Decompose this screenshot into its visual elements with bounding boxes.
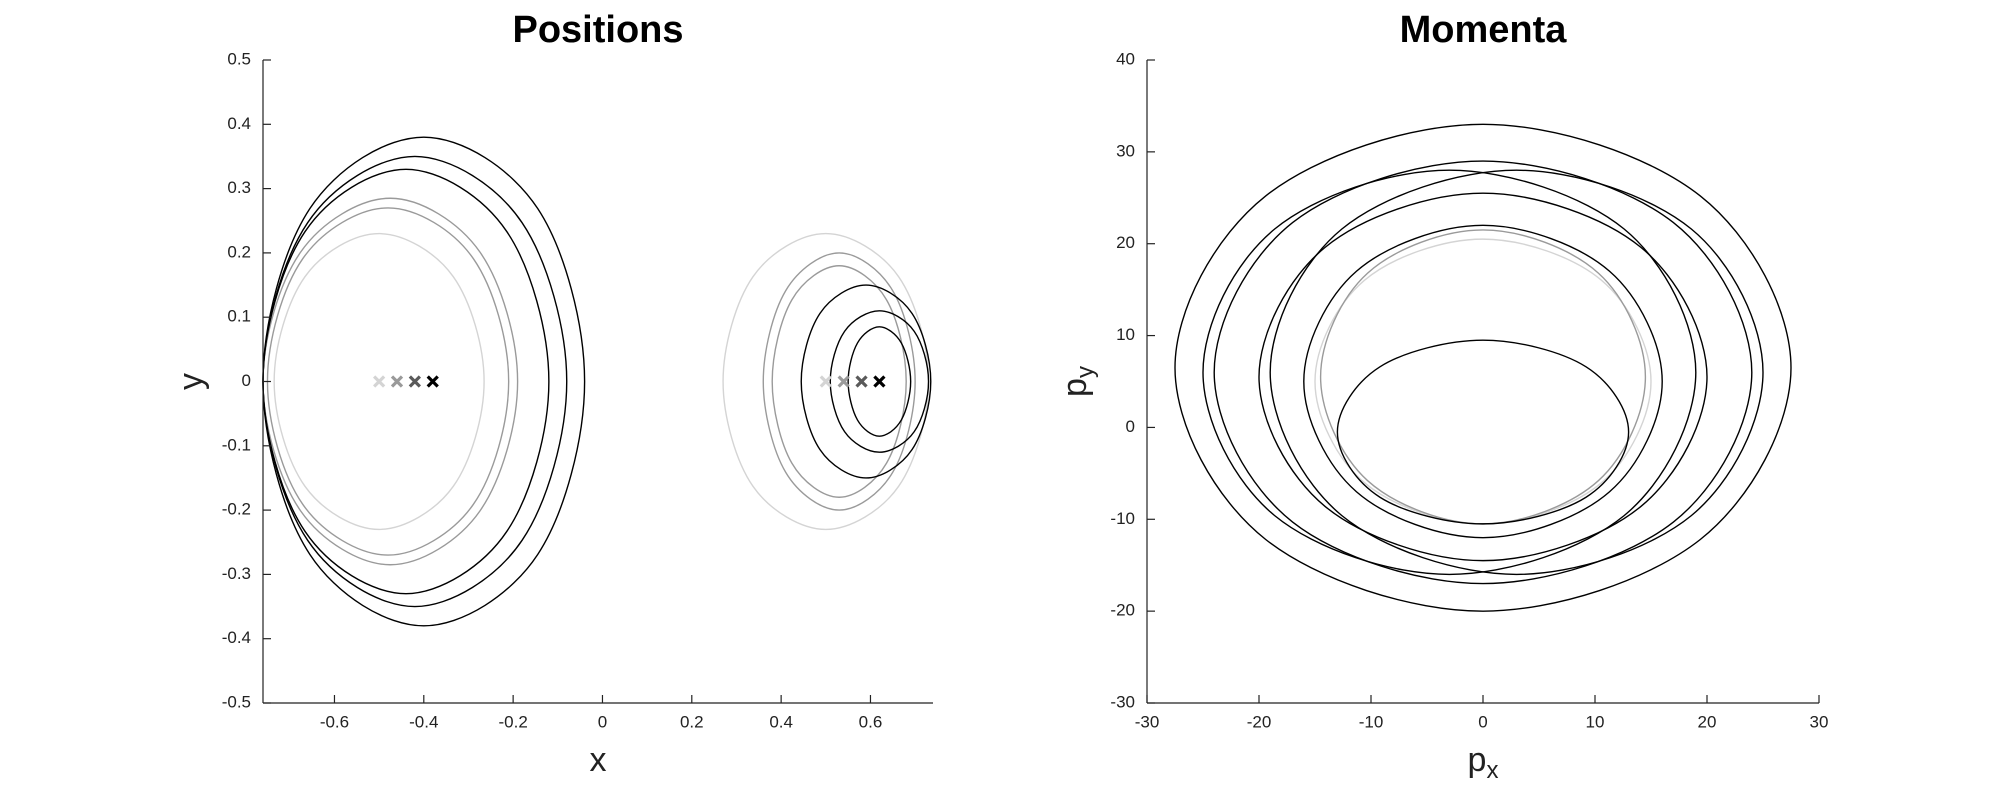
y-tick-label: 20: [1116, 233, 1135, 252]
trajectory: [762, 252, 916, 511]
trajectory: [1174, 123, 1792, 612]
x-tick-label: 0.6: [859, 712, 883, 731]
x-tick-label: 0.4: [769, 712, 793, 731]
y-tick-label: 0: [1126, 417, 1135, 436]
x-tick-label: 30: [1810, 712, 1829, 731]
trajectory: [1303, 224, 1663, 539]
y-tick-label: -0.5: [222, 692, 251, 711]
trajectory: [273, 232, 485, 531]
trajectory: [262, 168, 550, 595]
axis-label: px: [1468, 741, 1499, 784]
position-marker: [819, 375, 832, 388]
trajectory: [1202, 169, 1697, 576]
x-tick-label: -10: [1359, 712, 1384, 731]
position-marker: [873, 375, 886, 388]
plot-area: [1174, 123, 1792, 612]
y-tick-label: 0.1: [227, 307, 251, 326]
position-marker: [408, 375, 421, 388]
x-tick-label: 0: [1478, 712, 1487, 731]
x-tick-label: -30: [1135, 712, 1160, 731]
trajectory: [1258, 192, 1708, 562]
axis-label-base: p: [1468, 741, 1487, 779]
trajectory: [1319, 229, 1647, 525]
x-tick-label: -0.4: [409, 712, 438, 731]
trajectory: [847, 326, 912, 437]
x-tick-label: -0.6: [320, 712, 349, 731]
trajectory: [1336, 339, 1630, 525]
y-tick-label: 0.5: [227, 49, 251, 68]
x-tick-label: -0.2: [498, 712, 527, 731]
position-marker: [837, 375, 850, 388]
trajectory: [266, 207, 510, 556]
y-tick-label: 10: [1116, 325, 1135, 344]
trajectory: [262, 136, 586, 627]
trajectory: [800, 284, 932, 479]
trajectory: [722, 232, 930, 531]
trajectory: [262, 197, 519, 566]
chart-title: Momenta: [1400, 9, 1568, 51]
position-marker: [426, 375, 439, 388]
plot-area: [262, 136, 932, 627]
y-tick-label: 0.4: [227, 114, 251, 133]
y-tick-label: 0: [242, 371, 251, 390]
y-tick-label: 0.2: [227, 242, 251, 261]
position-marker: [373, 375, 386, 388]
axis-label: y: [172, 373, 210, 390]
trajectory: [829, 310, 930, 453]
axis-label-base: p: [1056, 378, 1094, 397]
y-tick-label: 40: [1116, 49, 1135, 68]
x-tick-label: 0.2: [680, 712, 704, 731]
axis-label-subscript: x: [1486, 757, 1498, 784]
axis-label: py: [1056, 366, 1099, 397]
y-tick-label: -0.1: [222, 435, 251, 454]
y-tick-label: -10: [1110, 509, 1135, 528]
position-marker: [390, 375, 404, 388]
chart-title: Positions: [512, 9, 683, 51]
trajectory: [1314, 238, 1652, 525]
y-tick-label: 0.3: [227, 178, 251, 197]
x-tick-label: 0: [598, 712, 607, 731]
trajectory: [1213, 160, 1753, 585]
axis-label-subscript: y: [1072, 366, 1099, 378]
y-tick-label: -0.2: [222, 500, 251, 519]
trajectory: [1269, 169, 1764, 576]
x-tick-label: 20: [1698, 712, 1717, 731]
y-tick-label: -20: [1110, 601, 1135, 620]
y-tick-label: -30: [1110, 692, 1135, 711]
y-tick-label: -0.3: [222, 564, 251, 583]
trajectory: [771, 265, 907, 498]
x-tick-label: -20: [1247, 712, 1272, 731]
position-marker: [855, 375, 868, 388]
axis-label: x: [590, 741, 607, 779]
x-tick-label: 10: [1586, 712, 1605, 731]
y-tick-label: -0.4: [222, 628, 251, 647]
y-tick-label: 30: [1116, 141, 1135, 160]
